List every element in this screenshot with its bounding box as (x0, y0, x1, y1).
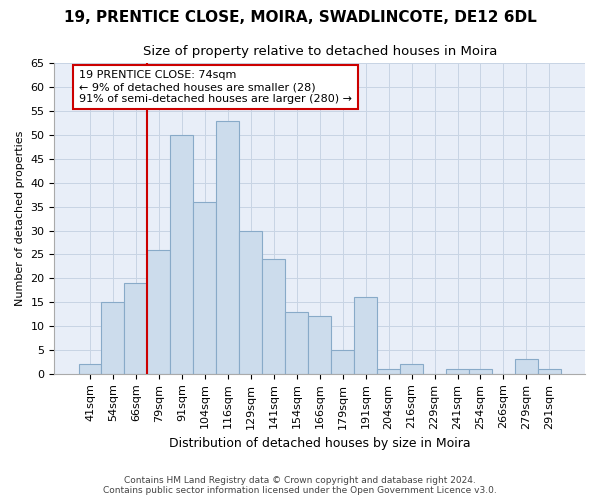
Bar (193, 202, 217, 374)
Bar (239, 230, 262, 374)
Y-axis label: Number of detached properties: Number of detached properties (15, 131, 25, 306)
Bar (285, 312, 308, 374)
Bar (469, 369, 492, 374)
X-axis label: Distribution of detached houses by size in Moira: Distribution of detached houses by size … (169, 437, 470, 450)
Bar (101, 302, 124, 374)
Text: 19 PRENTICE CLOSE: 74sqm
← 9% of detached houses are smaller (28)
91% of semi-de: 19 PRENTICE CLOSE: 74sqm ← 9% of detache… (79, 70, 352, 104)
Bar (538, 369, 561, 374)
Text: Contains HM Land Registry data © Crown copyright and database right 2024.
Contai: Contains HM Land Registry data © Crown c… (103, 476, 497, 495)
Bar (446, 369, 469, 374)
Bar (377, 369, 400, 374)
Title: Size of property relative to detached houses in Moira: Size of property relative to detached ho… (143, 45, 497, 58)
Bar (217, 120, 239, 374)
Bar (79, 364, 101, 374)
Bar (170, 135, 193, 374)
Bar (354, 298, 377, 374)
Bar (308, 316, 331, 374)
Text: 19, PRENTICE CLOSE, MOIRA, SWADLINCOTE, DE12 6DL: 19, PRENTICE CLOSE, MOIRA, SWADLINCOTE, … (64, 10, 536, 25)
Bar (331, 350, 354, 374)
Bar (515, 360, 538, 374)
Bar (400, 364, 423, 374)
Bar (148, 250, 170, 374)
Bar (262, 259, 285, 374)
Bar (124, 283, 148, 374)
